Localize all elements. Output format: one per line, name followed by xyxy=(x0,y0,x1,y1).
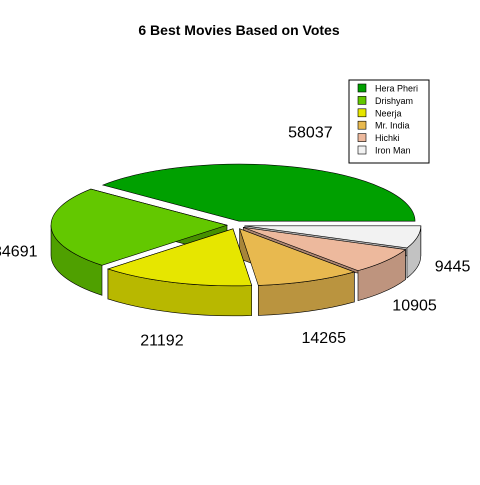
slice-top xyxy=(239,228,356,286)
legend-label: Drishyam xyxy=(375,96,413,106)
slice-top xyxy=(243,227,407,271)
legend-label: Hichki xyxy=(375,133,400,143)
value-label: 21192 xyxy=(140,332,183,349)
slice-neerja xyxy=(107,228,253,317)
value-labels: 58037 34691 21192 14265 10905 9445 xyxy=(0,125,471,350)
legend: Hera Pheri Drishyam Neerja Mr. India Hichki I… xyxy=(348,79,430,164)
slice-top xyxy=(107,228,253,287)
pie-slices xyxy=(50,163,422,317)
legend-swatch xyxy=(357,83,367,93)
chart-title: 6 Best Movies Based on Votes xyxy=(138,22,339,38)
legend-label: Hera Pheri xyxy=(375,84,418,94)
legend-swatch xyxy=(357,133,367,142)
slice-top xyxy=(50,188,229,266)
slice-mr-india xyxy=(239,228,356,316)
slice-hichki xyxy=(242,227,407,302)
slice-top xyxy=(101,163,416,222)
legend-swatch xyxy=(357,108,367,118)
legend-label: Neerja xyxy=(375,108,402,118)
legend-label: Mr. India xyxy=(375,121,410,131)
value-label: 9445 xyxy=(435,259,471,276)
legend-swatch xyxy=(357,120,367,130)
value-label: 58037 xyxy=(288,125,333,142)
legend-label: Iron Man xyxy=(375,146,411,156)
value-label: 34691 xyxy=(0,244,38,261)
slice-hera-pheri xyxy=(101,163,416,222)
slice-drishyam xyxy=(50,188,229,296)
value-label: 10905 xyxy=(392,297,437,314)
value-label: 14265 xyxy=(301,330,346,347)
legend-swatch xyxy=(357,96,367,105)
slice-top xyxy=(244,225,422,249)
legend-swatch xyxy=(357,145,367,155)
